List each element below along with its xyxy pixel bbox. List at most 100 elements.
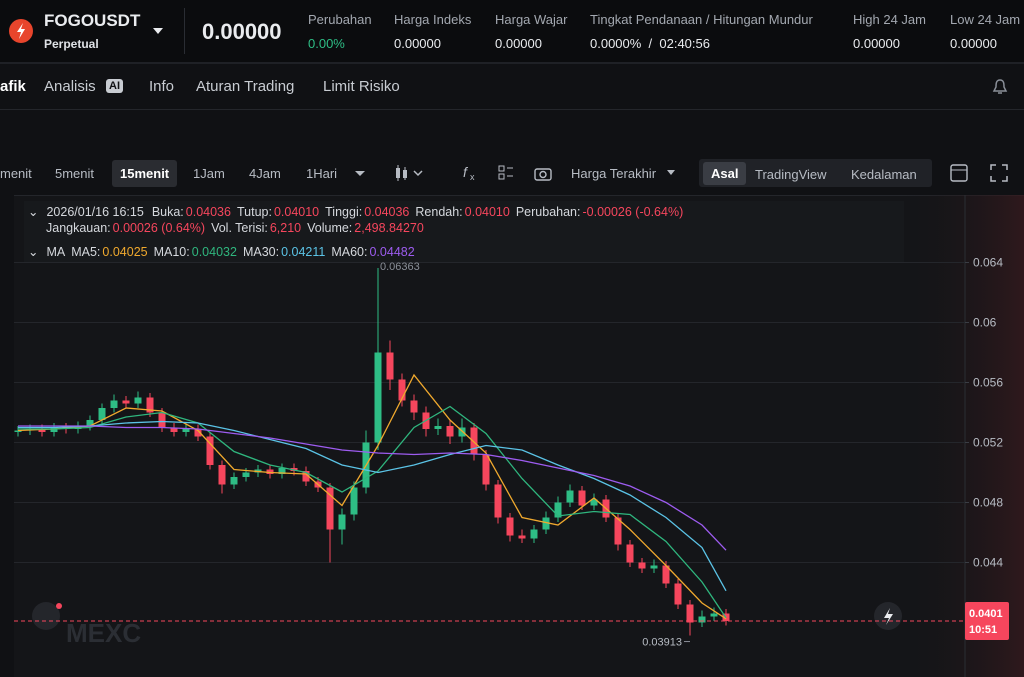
candle-body (302, 471, 310, 482)
bolt-icon (884, 608, 893, 625)
candle-body (230, 477, 238, 485)
bell-icon[interactable] (992, 78, 1008, 96)
legend-label: MA5: (71, 245, 101, 259)
stat-label: Harga Wajar (495, 12, 568, 27)
candle-body (98, 408, 106, 420)
tab[interactable]: afik (0, 78, 26, 95)
candle-body (158, 412, 166, 428)
candle-type-icon[interactable] (393, 164, 427, 182)
candle-body (506, 517, 514, 536)
info-value: -0.00026 (-0.64%) (582, 205, 684, 219)
interval[interactable]: menit (0, 166, 32, 181)
y-tick-label: 0.06 (973, 316, 997, 330)
calendar-button[interactable] (32, 602, 60, 630)
watermark: MEXC (66, 618, 141, 648)
interval-active[interactable]: 15menit (112, 160, 178, 187)
candle-body (134, 397, 142, 404)
candle-body (350, 487, 358, 515)
stat-value: 0.00% (308, 36, 345, 51)
view[interactable]: Kedalaman (851, 167, 917, 182)
candle-body (494, 484, 502, 518)
divider (184, 8, 185, 54)
interval[interactable]: 1Hari (306, 166, 338, 181)
left-toolbar (0, 195, 14, 677)
candle-body (122, 400, 130, 404)
interval[interactable]: 4Jam (249, 166, 281, 181)
header: FOGOUSDT Perpetual 0.00000 Perubahan 0.0… (0, 0, 1024, 64)
candle-body (266, 469, 274, 474)
tab[interactable]: Info (149, 78, 175, 95)
y-tick-label: 0.052 (973, 436, 1003, 450)
info-value: 0.04010 (273, 205, 320, 219)
tab[interactable]: Aturan Trading (196, 78, 295, 95)
candle-body (278, 468, 286, 474)
ma-legend: ⌄ MA MA5: 0.04025 MA10: 0.04032 MA30: 0.04211 MA… (28, 244, 421, 259)
candle-body (446, 426, 454, 437)
notice-dot (56, 603, 62, 609)
candle-body (398, 379, 406, 401)
info-value: 2,498.84270 (354, 221, 424, 235)
candle-body (242, 472, 250, 477)
view-active[interactable]: Asal (703, 162, 747, 185)
candle-body (614, 517, 622, 545)
layout-icon[interactable] (950, 164, 968, 182)
candle-body (326, 487, 334, 530)
info-label: Buka: (151, 205, 184, 219)
view[interactable]: TradingView (755, 167, 827, 182)
min-label: 0.03913 (642, 637, 682, 649)
camera-icon[interactable] (534, 165, 552, 181)
candle-body (662, 565, 670, 584)
dropdown[interactable] (354, 169, 366, 179)
fullscreen-icon[interactable] (990, 164, 1008, 182)
candle-body (530, 529, 538, 539)
candle-body (206, 436, 214, 465)
stat-value: 0.0000% / 02:40:56 (590, 36, 710, 51)
collapse-icon[interactable]: ⌄ (28, 205, 39, 219)
candle-body (638, 562, 646, 569)
max-label: 0.06363 (380, 261, 420, 273)
ai-badge: AI (106, 79, 123, 93)
stat-value: 0.00000 (853, 36, 900, 51)
candle-body (410, 400, 418, 413)
dropdown[interactable] (152, 26, 164, 36)
ma-line (17, 373, 727, 620)
candle-body (626, 544, 634, 563)
dropdown[interactable] (666, 169, 676, 177)
contract: Perpetual (44, 37, 99, 51)
info-value: 0.04010 (464, 205, 510, 219)
info-label: Volume: (307, 221, 353, 235)
chart: MEXC 0.044 0.048 0.052 0.056 0.06 0.064 0.0636… (0, 195, 1024, 677)
template-icon[interactable] (498, 165, 514, 181)
legend-value: 0.04032 (191, 245, 237, 259)
info-value: 6,210 (269, 221, 302, 235)
legend-label: MA60: (331, 245, 368, 259)
last-price-box (965, 602, 1009, 640)
legend-value: 0.04211 (281, 245, 326, 259)
stat-label: Perubahan (308, 12, 372, 27)
tab[interactable]: Analisis (44, 78, 96, 95)
symbol[interactable]: FOGOUSDT (44, 11, 141, 30)
candle-body (482, 454, 490, 485)
stat-label: High 24 Jam (853, 12, 926, 27)
collapse-icon[interactable]: ⌄ (28, 245, 39, 259)
interval[interactable]: 1Jam (193, 166, 225, 181)
candle-body (374, 352, 382, 443)
candle-body (710, 613, 718, 617)
last-price-label: 0.0401 (969, 608, 1003, 620)
price-type[interactable]: Harga Terakhir (571, 166, 657, 181)
y-tick-label: 0.056 (973, 376, 1003, 390)
candle-body (650, 565, 658, 569)
tab[interactable]: Limit Risiko (323, 78, 400, 95)
stat-value: 0.00000 (950, 36, 997, 51)
candle-body (590, 499, 598, 506)
interval[interactable]: 5menit (55, 166, 95, 181)
legend-value: 0.04025 (102, 245, 148, 259)
candle-body (458, 427, 466, 437)
ma-line (18, 425, 727, 551)
legend-label: MA10: (153, 245, 190, 259)
stat-value: 0.00000 (394, 36, 441, 51)
spacer (0, 110, 1024, 150)
